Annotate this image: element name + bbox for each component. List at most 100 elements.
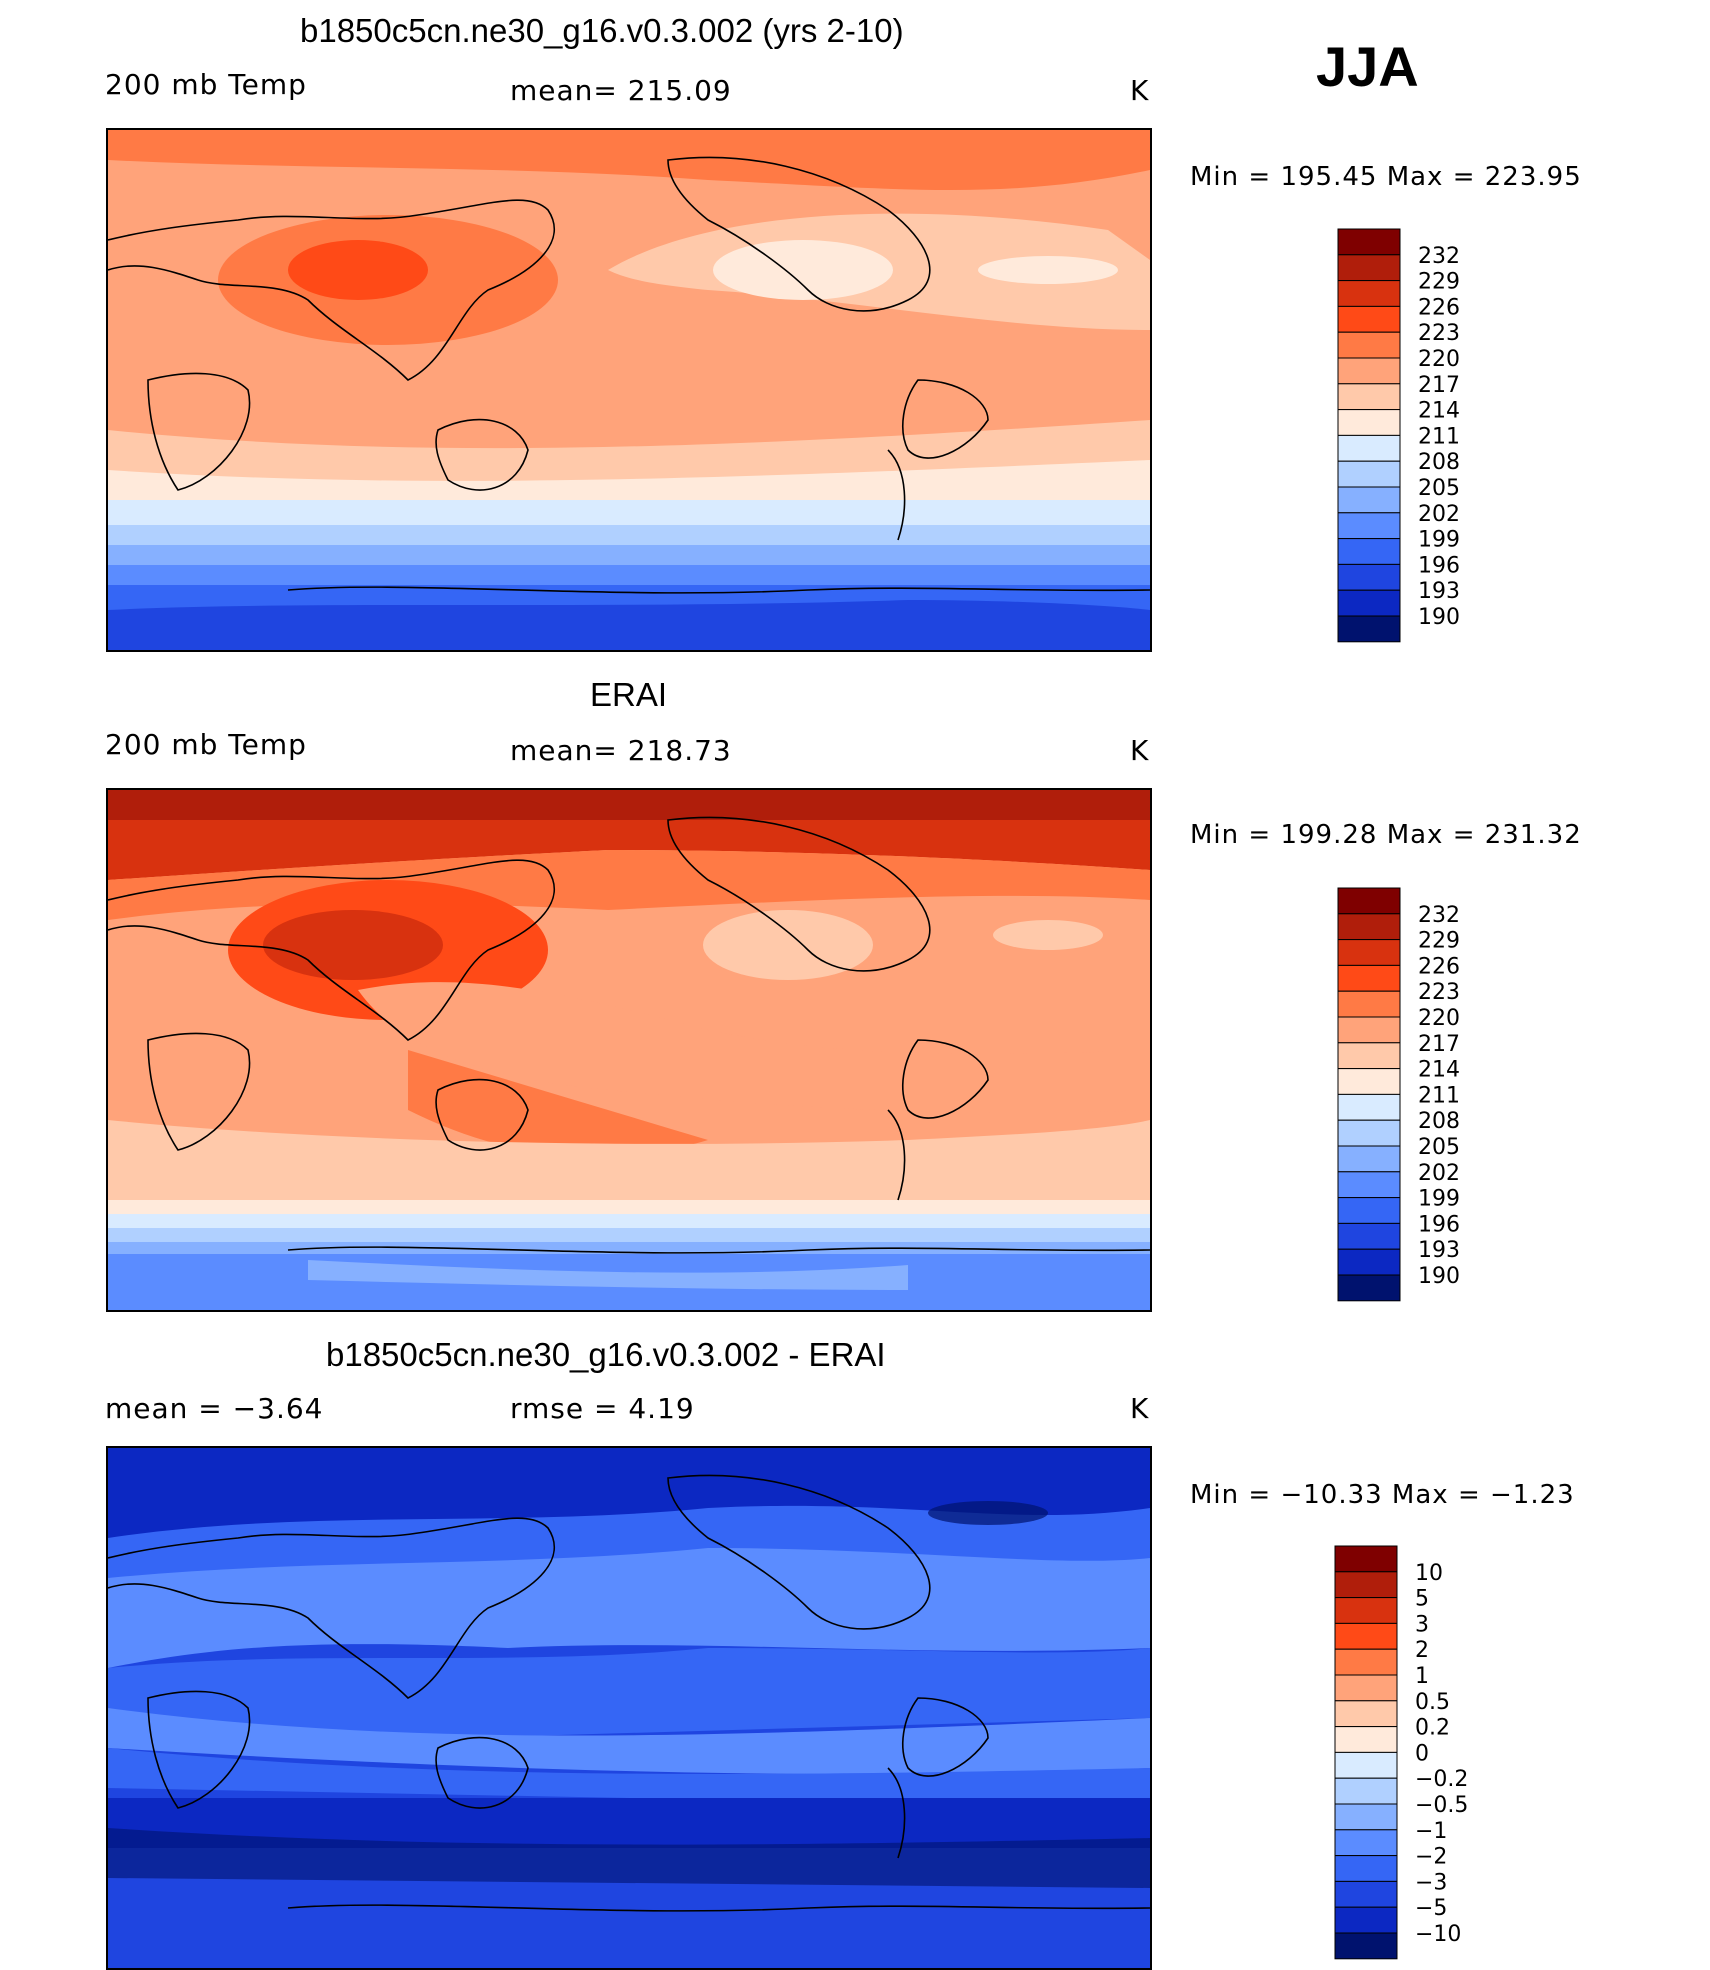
panel-2-map [106, 788, 1152, 1312]
colorbar-tick-label: 196 [1418, 1212, 1460, 1237]
colorbar-swatch [1337, 1197, 1401, 1224]
colorbar-tick-label: −0.5 [1415, 1793, 1468, 1818]
colorbar-swatch [1334, 1597, 1398, 1624]
colorbar-tick-label: 193 [1418, 579, 1460, 604]
colorbar-tick-label: 10 [1415, 1561, 1443, 1586]
colorbar-swatch [1334, 1622, 1398, 1650]
colorbar-tick-label: 229 [1418, 270, 1460, 295]
colorbar-tick-label: 196 [1418, 553, 1460, 578]
colorbar-swatch [1337, 887, 1401, 915]
colorbar-swatch [1337, 1248, 1401, 1276]
panel-1-mean-label: mean= 215.09 [510, 74, 732, 107]
colorbar-tick-label: −1 [1415, 1819, 1447, 1844]
colorbar-swatch [1337, 913, 1401, 941]
panel-3-contour-field [108, 1448, 1150, 1968]
panel-2-colorbar-swatches [1337, 887, 1401, 1302]
colorbar-tick-label: 190 [1418, 1264, 1460, 1289]
colorbar-swatch [1337, 486, 1401, 514]
panel-2-variable-label: 200 mb Temp [105, 728, 307, 761]
colorbar-tick-label: 199 [1418, 528, 1460, 553]
panel-2-title: ERAI [590, 676, 668, 713]
colorbar-tick-label: 3 [1415, 1612, 1429, 1637]
colorbar-tick-label: 208 [1418, 1109, 1460, 1134]
colorbar-tick-label: 211 [1418, 1083, 1460, 1108]
colorbar-tick-label: 220 [1418, 1006, 1460, 1031]
panel-2-minmax: Min = 199.28 Max = 231.32 [1190, 820, 1582, 850]
colorbar-tick-label: 202 [1418, 502, 1460, 527]
colorbar-swatch [1334, 1777, 1398, 1805]
colorbar-tick-label: 217 [1418, 373, 1460, 398]
colorbar-tick-label: 5 [1415, 1587, 1429, 1612]
colorbar-tick-label: 202 [1418, 1161, 1460, 1186]
colorbar-swatch [1337, 990, 1401, 1018]
colorbar-swatch [1337, 1093, 1401, 1121]
panel-1-variable-label: 200 mb Temp [105, 68, 307, 101]
colorbar-swatch [1334, 1700, 1398, 1728]
colorbar-swatch [1334, 1855, 1398, 1882]
colorbar-tick-label: 232 [1418, 244, 1460, 269]
colorbar-tick-label: −5 [1415, 1896, 1447, 1921]
colorbar-swatch [1337, 460, 1401, 488]
colorbar-tick-label: 220 [1418, 347, 1460, 372]
colorbar-tick-label: 223 [1418, 321, 1460, 346]
panel-1-colorbar-labels: 2322292262232202172142112082052021991961… [1418, 244, 1460, 630]
panel-3-colorbar-swatches [1334, 1545, 1398, 1960]
panel-3-rmse-label: rmse = 4.19 [510, 1392, 695, 1425]
colorbar-swatch [1337, 1119, 1401, 1147]
colorbar-swatch [1334, 1726, 1398, 1753]
colorbar-tick-label: 2 [1415, 1638, 1429, 1663]
colorbar-swatch [1337, 1274, 1401, 1302]
colorbar-swatch [1337, 254, 1401, 282]
colorbar-swatch [1337, 538, 1401, 565]
colorbar-swatch [1337, 964, 1401, 992]
colorbar-swatch [1337, 512, 1401, 540]
colorbar-tick-label: 232 [1418, 903, 1460, 928]
colorbar-swatch [1334, 1648, 1398, 1676]
colorbar-swatch [1337, 383, 1401, 411]
colorbar-swatch [1337, 563, 1401, 591]
colorbar-tick-label: 214 [1418, 399, 1460, 424]
panel-3-colorbar: 10 5 3 2 1 0.5 0.2 0 −0.2 −0.5 −1 −2 −3 −5 −10 [1334, 1545, 1495, 1963]
colorbar-tick-label: 193 [1418, 1238, 1460, 1263]
colorbar-tick-label: 211 [1418, 424, 1460, 449]
colorbar-swatch [1337, 357, 1401, 385]
colorbar-swatch [1337, 1016, 1401, 1044]
panel-2-colorbar-svg: 2322292262232202172142112082052021991961… [1337, 887, 1460, 1302]
colorbar-swatch [1337, 331, 1401, 359]
panel-3-minmax: Min = −10.33 Max = −1.23 [1190, 1480, 1575, 1510]
colorbar-swatch [1334, 1906, 1398, 1934]
panel-3-mean-label: mean = −3.64 [105, 1392, 324, 1425]
colorbar-swatch [1334, 1803, 1398, 1831]
colorbar-swatch [1334, 1674, 1398, 1702]
colorbar-tick-label: 205 [1418, 476, 1460, 501]
colorbar-swatch [1337, 1171, 1401, 1199]
colorbar-swatch [1337, 409, 1401, 436]
colorbar-tick-label: 205 [1418, 1135, 1460, 1160]
colorbar-swatch [1337, 615, 1401, 643]
colorbar-tick-label: −2 [1415, 1845, 1447, 1870]
colorbar-swatch [1337, 1145, 1401, 1173]
colorbar-tick-label: 199 [1418, 1187, 1460, 1212]
colorbar-tick-label: 1 [1415, 1664, 1429, 1689]
colorbar-tick-label: 0.2 [1415, 1716, 1450, 1741]
panel-1-units-label: K [1130, 74, 1150, 107]
colorbar-tick-label: 190 [1418, 605, 1460, 630]
panel-2-contour-field [108, 790, 1150, 1310]
panel-1-map [106, 128, 1152, 652]
colorbar-swatch [1337, 1222, 1401, 1250]
panel-2-mean-label: mean= 218.73 [510, 734, 732, 767]
panel-3-map [106, 1446, 1152, 1970]
panel-1-colorbar-svg: 2322292262232202172142112082052021991961… [1337, 228, 1460, 643]
panel-1-colorbar: 232 229 226 223 220 217 214 211 208 205 202 199 196 1… [1337, 228, 1498, 646]
panel-1-contour-field [108, 130, 1150, 650]
colorbar-tick-label: 217 [1418, 1032, 1460, 1057]
colorbar-swatch [1337, 305, 1401, 333]
colorbar-swatch [1337, 589, 1401, 617]
colorbar-tick-label: 229 [1418, 929, 1460, 954]
colorbar-swatch [1334, 1829, 1398, 1857]
colorbar-tick-label: 226 [1418, 295, 1460, 320]
colorbar-swatch [1334, 1751, 1398, 1779]
panel-3-units-label: K [1130, 1392, 1150, 1425]
